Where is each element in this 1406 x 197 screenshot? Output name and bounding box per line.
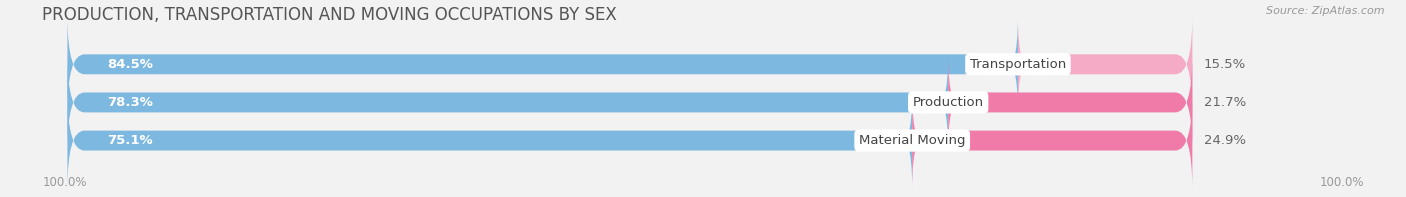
Text: 21.7%: 21.7% xyxy=(1204,96,1246,109)
Text: 75.1%: 75.1% xyxy=(107,134,152,147)
Text: 78.3%: 78.3% xyxy=(107,96,153,109)
FancyBboxPatch shape xyxy=(67,17,1192,112)
FancyBboxPatch shape xyxy=(67,55,948,150)
Text: Production: Production xyxy=(912,96,984,109)
FancyBboxPatch shape xyxy=(1018,17,1192,112)
FancyBboxPatch shape xyxy=(912,93,1192,188)
Text: Source: ZipAtlas.com: Source: ZipAtlas.com xyxy=(1267,6,1385,16)
Text: 100.0%: 100.0% xyxy=(42,176,87,189)
Text: Material Moving: Material Moving xyxy=(859,134,966,147)
Text: 84.5%: 84.5% xyxy=(107,58,153,71)
Text: 24.9%: 24.9% xyxy=(1204,134,1246,147)
FancyBboxPatch shape xyxy=(67,55,1192,150)
Text: 15.5%: 15.5% xyxy=(1204,58,1246,71)
FancyBboxPatch shape xyxy=(67,93,912,188)
Text: PRODUCTION, TRANSPORTATION AND MOVING OCCUPATIONS BY SEX: PRODUCTION, TRANSPORTATION AND MOVING OC… xyxy=(42,6,617,24)
Text: 100.0%: 100.0% xyxy=(1319,176,1364,189)
FancyBboxPatch shape xyxy=(948,55,1192,150)
Text: Transportation: Transportation xyxy=(970,58,1066,71)
FancyBboxPatch shape xyxy=(67,93,1192,188)
FancyBboxPatch shape xyxy=(67,17,1018,112)
